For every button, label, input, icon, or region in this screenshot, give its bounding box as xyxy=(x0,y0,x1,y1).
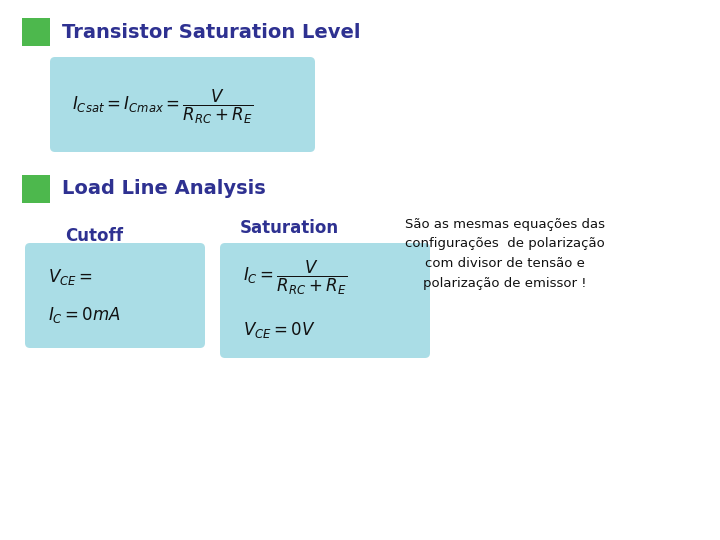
Text: Cutoff: Cutoff xyxy=(65,227,123,245)
Text: Load Line Analysis: Load Line Analysis xyxy=(62,179,266,199)
Text: $\mathit{V}_{CE} =$: $\mathit{V}_{CE} =$ xyxy=(48,267,93,287)
Text: $\mathit{V}_{CE} = 0V$: $\mathit{V}_{CE} = 0V$ xyxy=(243,320,315,340)
Text: Saturation: Saturation xyxy=(240,219,339,237)
Text: $\mathit{I}_C = \dfrac{V}{R_{RC}+ R_E}$: $\mathit{I}_C = \dfrac{V}{R_{RC}+ R_E}$ xyxy=(243,259,347,297)
Text: $\mathit{I}_{Csat}\mathit{= I}_{Cmax} = \dfrac{V}{R_{RC}+ R_E}$: $\mathit{I}_{Csat}\mathit{= I}_{Cmax} = … xyxy=(72,88,253,126)
FancyBboxPatch shape xyxy=(22,18,50,46)
FancyBboxPatch shape xyxy=(25,243,205,348)
Text: $\mathit{I}_C = \mathit{0}mA$: $\mathit{I}_C = \mathit{0}mA$ xyxy=(48,305,121,325)
FancyBboxPatch shape xyxy=(22,175,50,203)
Text: Transistor Saturation Level: Transistor Saturation Level xyxy=(62,23,361,42)
FancyBboxPatch shape xyxy=(50,57,315,152)
FancyBboxPatch shape xyxy=(220,243,430,358)
Text: São as mesmas equações das
configurações  de polarização
com divisor de tensão e: São as mesmas equações das configurações… xyxy=(405,218,605,289)
